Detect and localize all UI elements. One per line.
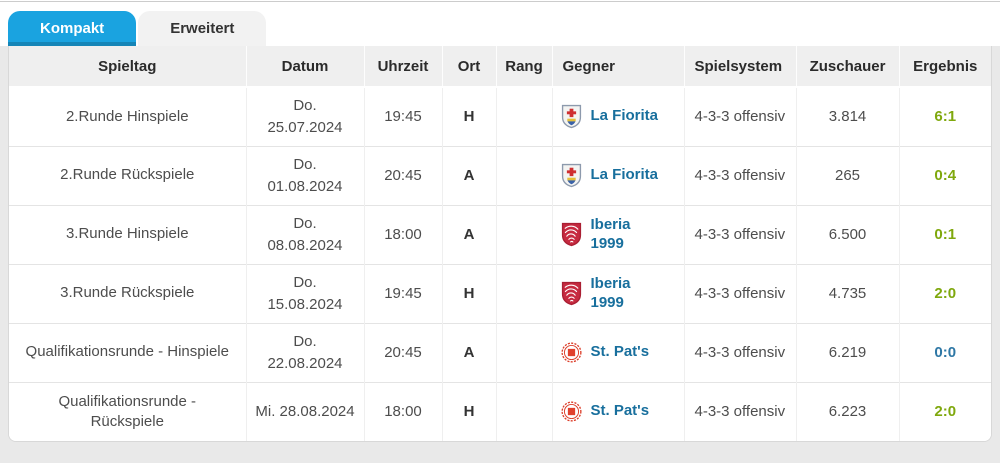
team-link[interactable]: La Fiorita xyxy=(590,166,659,184)
datum-cell: Do. 08.08.2024 xyxy=(245,204,364,264)
uhrzeit-cell: 20:45 xyxy=(363,322,442,382)
zuschauer-cell: 6.500 xyxy=(795,204,899,264)
spieltag-cell: 3.Runde Hinspiele xyxy=(9,204,246,264)
ergebnis-cell[interactable]: 2:0 xyxy=(898,263,991,323)
zuschauer-cell: 6.223 xyxy=(795,381,899,441)
spieltag-cell: 2.Runde Hinspiele xyxy=(9,86,246,146)
match-row: 2.Runde Rückspiele Do. 01.08.2024 20:45 … xyxy=(9,145,991,205)
ort-cell: A xyxy=(441,145,496,205)
ort-cell: H xyxy=(441,381,496,441)
rang-cell xyxy=(495,145,552,205)
uhrzeit-cell: 18:00 xyxy=(363,381,442,441)
spieltag-cell: 3.Runde Rückspiele xyxy=(9,263,246,323)
spielsystem-cell: 4-3-3 offensiv xyxy=(683,145,796,205)
la-fiorita-crest-icon xyxy=(561,105,582,129)
uhrzeit-cell: 19:45 xyxy=(363,86,442,146)
col-header-gegner: Gegner xyxy=(551,46,684,87)
ort-cell: H xyxy=(441,86,496,146)
tab-kompakt[interactable]: Kompakt xyxy=(8,11,137,46)
gegner-cell: La Fiorita xyxy=(551,86,684,146)
spielsystem-cell: 4-3-3 offensiv xyxy=(683,86,796,146)
uhrzeit-cell: 19:45 xyxy=(363,263,442,323)
spieltag-cell: Qualifikationsrunde - Hinspiele xyxy=(9,322,246,382)
top-divider xyxy=(0,0,1000,2)
team-link[interactable]: Iberia 1999 xyxy=(590,274,631,311)
datum-cell: Do. 15.08.2024 xyxy=(245,263,364,323)
rang-cell xyxy=(495,86,552,146)
match-table-body: 2.Runde Hinspiele Do. 25.07.2024 19:45 H… xyxy=(9,86,991,441)
iberia-crest-icon xyxy=(561,222,582,247)
spielsystem-cell: 4-3-3 offensiv xyxy=(683,381,796,441)
gegner-cell: Iberia 1999 xyxy=(551,204,684,264)
ergebnis-cell[interactable]: 6:1 xyxy=(898,86,991,146)
match-schedule-card: Spieltag Datum Uhrzeit Ort Rang Gegner S… xyxy=(8,46,992,442)
gegner-cell: La Fiorita xyxy=(551,145,684,205)
st-pats-crest-icon xyxy=(560,400,582,424)
page-top: Kompakt Erweitert xyxy=(0,0,1000,46)
col-header-zuschauer: Zuschauer xyxy=(795,46,899,87)
ort-cell: H xyxy=(441,263,496,323)
spieltag-cell: 2.Runde Rückspiele xyxy=(9,145,246,205)
zuschauer-cell: 4.735 xyxy=(795,263,899,323)
ergebnis-cell[interactable]: 0:1 xyxy=(898,204,991,264)
spieltag-cell: Qualifikationsrunde - Rückspiele xyxy=(9,381,246,441)
zuschauer-cell: 265 xyxy=(795,145,899,205)
gegner-cell: St. Pat's xyxy=(551,322,684,382)
team-link[interactable]: Iberia 1999 xyxy=(590,215,631,252)
team-link[interactable]: St. Pat's xyxy=(590,343,650,361)
iberia-crest-icon xyxy=(561,281,582,306)
col-header-datum: Datum xyxy=(245,46,364,87)
table-header-row: Spieltag Datum Uhrzeit Ort Rang Gegner S… xyxy=(9,46,991,87)
spielsystem-cell: 4-3-3 offensiv xyxy=(683,263,796,323)
datum-cell: Do. 25.07.2024 xyxy=(245,86,364,146)
datum-cell: Do. 01.08.2024 xyxy=(245,145,364,205)
uhrzeit-cell: 20:45 xyxy=(363,145,442,205)
rang-cell xyxy=(495,263,552,323)
spielsystem-cell: 4-3-3 offensiv xyxy=(683,204,796,264)
uhrzeit-cell: 18:00 xyxy=(363,204,442,264)
match-row: Qualifikationsrunde - Hinspiele Do. 22.0… xyxy=(9,322,991,382)
ort-cell: A xyxy=(441,204,496,264)
col-header-uhrzeit: Uhrzeit xyxy=(363,46,442,87)
st-pats-crest-icon xyxy=(560,341,582,365)
rang-cell xyxy=(495,381,552,441)
match-row: Qualifikationsrunde - Rückspiele Mi. 28.… xyxy=(9,381,991,441)
gegner-cell: Iberia 1999 xyxy=(551,263,684,323)
zuschauer-cell: 3.814 xyxy=(795,86,899,146)
rang-cell xyxy=(495,322,552,382)
col-header-rang: Rang xyxy=(495,46,552,87)
ort-cell: A xyxy=(441,322,496,382)
tab-erweitert[interactable]: Erweitert xyxy=(138,11,267,46)
tab-kompakt-label: Kompakt xyxy=(40,20,105,37)
match-row: 3.Runde Rückspiele Do. 15.08.2024 19:45 … xyxy=(9,263,991,323)
team-link[interactable]: St. Pat's xyxy=(590,402,650,420)
team-link[interactable]: La Fiorita xyxy=(590,107,659,125)
datum-cell: Mi. 28.08.2024 xyxy=(245,381,364,441)
col-header-spielsystem: Spielsystem xyxy=(683,46,796,87)
ergebnis-cell[interactable]: 2:0 xyxy=(898,381,991,441)
match-row: 2.Runde Hinspiele Do. 25.07.2024 19:45 H… xyxy=(9,86,991,146)
rang-cell xyxy=(495,204,552,264)
col-header-ort: Ort xyxy=(441,46,496,87)
la-fiorita-crest-icon xyxy=(561,163,582,188)
ergebnis-cell[interactable]: 0:4 xyxy=(898,145,991,205)
col-header-ergebnis: Ergebnis xyxy=(898,46,991,87)
match-row: 3.Runde Hinspiele Do. 08.08.2024 18:00 A… xyxy=(9,204,991,264)
datum-cell: Do. 22.08.2024 xyxy=(245,322,364,382)
view-tabbar: Kompakt Erweitert xyxy=(0,2,1000,46)
match-schedule-table: Spieltag Datum Uhrzeit Ort Rang Gegner S… xyxy=(9,46,991,441)
col-header-spieltag: Spieltag xyxy=(9,46,246,87)
zuschauer-cell: 6.219 xyxy=(795,322,899,382)
ergebnis-cell[interactable]: 0:0 xyxy=(898,322,991,382)
gegner-cell: St. Pat's xyxy=(551,381,684,441)
tab-erweitert-label: Erweitert xyxy=(170,20,235,37)
spielsystem-cell: 4-3-3 offensiv xyxy=(683,322,796,382)
